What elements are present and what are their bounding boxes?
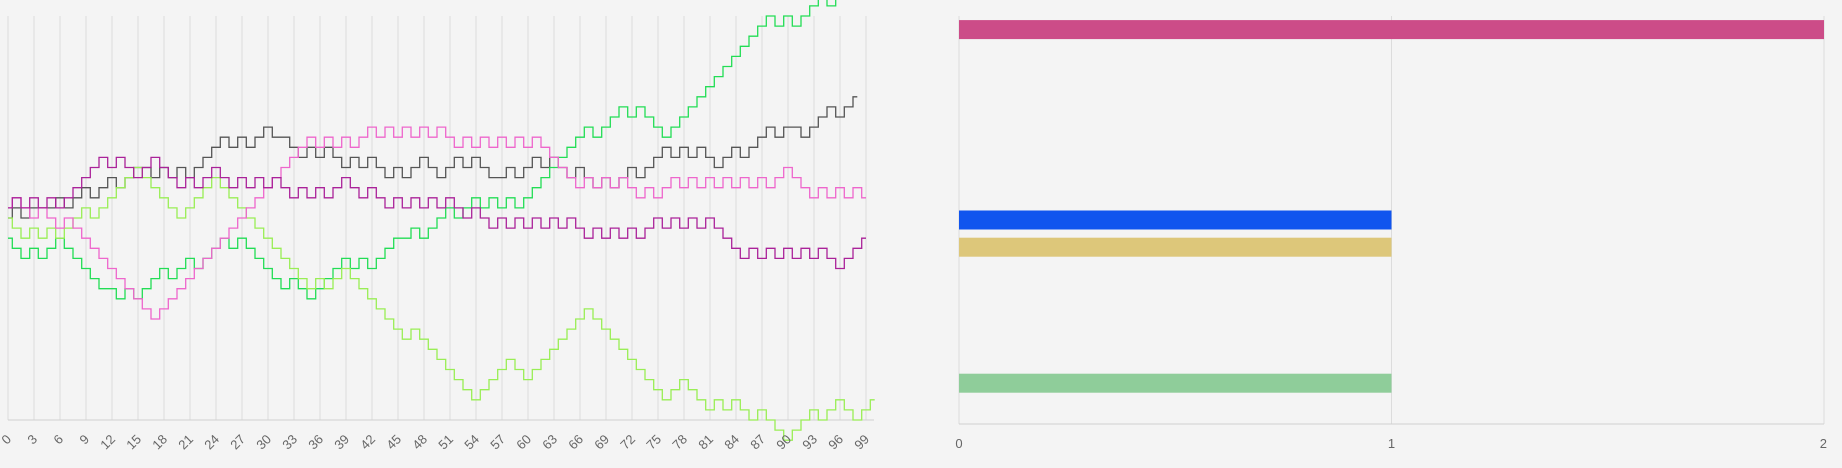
x-tick-label: 99 xyxy=(851,432,872,453)
x-tick-label: 27 xyxy=(227,432,248,453)
x-tick-label: 84 xyxy=(721,432,742,453)
x-tick-label: 81 xyxy=(695,432,716,453)
x-tick-label: 3 xyxy=(24,432,40,448)
x-tick-label: 66 xyxy=(565,432,586,453)
x-tick-label: 42 xyxy=(357,432,378,453)
x-tick-label: 39 xyxy=(331,432,352,453)
x-tick-label: 33 xyxy=(279,432,300,453)
x-tick-label: 48 xyxy=(409,432,430,453)
step-line-chart: 0 3 6 9 12 15 18 21 24 27 30 33 36 39 42 45 48 51 54 57 60 63… xyxy=(0,0,875,452)
horizontal-bar-chart: 0 1 2 xyxy=(955,16,1827,451)
x-tick-label: 78 xyxy=(669,432,690,453)
x-tick-label: 51 xyxy=(435,432,456,453)
x-tick-label: 0 xyxy=(0,432,14,448)
x-tick-label: 21 xyxy=(175,432,196,453)
x-tick-label: 15 xyxy=(123,432,144,453)
x-tick-label: 18 xyxy=(149,432,170,453)
x-tick-label: 90 xyxy=(773,432,794,453)
x-tick-label: 72 xyxy=(617,432,638,453)
x-tick-label: 45 xyxy=(383,432,404,453)
x-tick-label: 63 xyxy=(539,432,560,453)
series-line-2 xyxy=(8,0,837,300)
bar-2 xyxy=(959,210,1392,230)
bar-1 xyxy=(959,20,1824,40)
series-line-3 xyxy=(8,166,875,441)
x-tick-label: 6 xyxy=(50,432,66,448)
x-tick-label: 36 xyxy=(305,432,326,453)
x-tick-label: 24 xyxy=(201,432,222,453)
x-tick-label: 96 xyxy=(825,432,846,453)
x-tick-label: 75 xyxy=(643,432,664,453)
x-tick-label: 69 xyxy=(591,432,612,453)
x-tick-label: 30 xyxy=(253,432,274,453)
x-tick-label: 12 xyxy=(97,432,118,453)
x-tick-label: 60 xyxy=(513,432,534,453)
series-line-5 xyxy=(8,156,866,270)
bar-3 xyxy=(959,237,1392,257)
bar-4 xyxy=(959,373,1392,393)
x-tick-label: 57 xyxy=(487,432,508,453)
x-tick-label: 2 xyxy=(1820,436,1827,451)
series-line-4 xyxy=(8,126,866,320)
x-tick-label: 9 xyxy=(76,432,92,448)
x-tick-label: 0 xyxy=(955,436,962,451)
x-tick-label: 54 xyxy=(461,432,482,453)
series-line-1 xyxy=(8,96,858,219)
x-tick-label: 1 xyxy=(1388,436,1395,451)
x-tick-label: 93 xyxy=(799,432,820,453)
x-tick-label: 87 xyxy=(747,432,768,453)
